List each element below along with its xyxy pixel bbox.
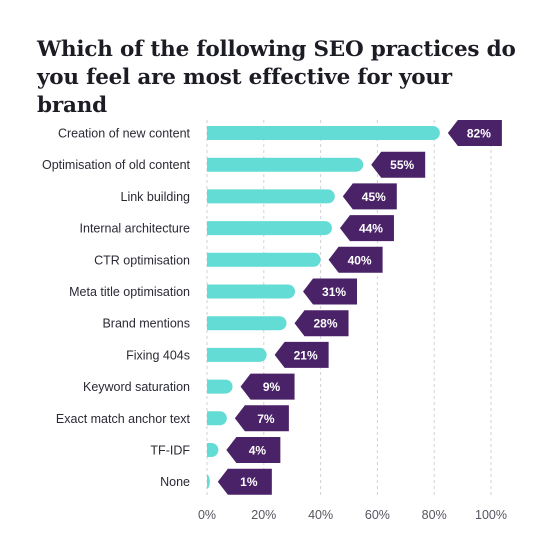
x-axis-ticks: 0% 20% 40% 60% 80% 100% bbox=[198, 508, 507, 522]
x-tick-label: 60% bbox=[365, 508, 390, 522]
bar bbox=[207, 379, 233, 394]
value-label: 40% bbox=[348, 253, 372, 267]
chart-title: Which of the following SEO practices do … bbox=[37, 37, 516, 118]
bar bbox=[207, 157, 364, 172]
value-label-tag bbox=[303, 278, 358, 305]
value-label-tag bbox=[447, 120, 502, 146]
category-label: TF-IDF bbox=[150, 444, 190, 458]
value-label: 31% bbox=[322, 285, 346, 299]
bar bbox=[207, 284, 296, 299]
value-label: 7% bbox=[257, 412, 275, 426]
x-tick-label: 40% bbox=[308, 508, 333, 522]
x-tick-label: 0% bbox=[198, 508, 216, 522]
bar bbox=[207, 347, 267, 362]
value-label: 28% bbox=[314, 317, 338, 331]
value-label-tag bbox=[240, 373, 295, 400]
bar bbox=[207, 126, 440, 140]
value-label-tag bbox=[234, 405, 289, 432]
category-label: Brand mentions bbox=[102, 317, 190, 331]
bar bbox=[207, 443, 219, 458]
value-label-tag bbox=[339, 215, 394, 242]
category-label: Meta title optimisation bbox=[69, 285, 190, 299]
value-label-tag bbox=[328, 246, 383, 273]
category-label: None bbox=[160, 475, 190, 489]
bar bbox=[207, 189, 335, 204]
value-label-tag bbox=[217, 468, 272, 495]
category-label: Link building bbox=[121, 190, 191, 204]
bar bbox=[207, 221, 332, 236]
category-label: Exact match anchor text bbox=[56, 412, 191, 426]
value-label: 45% bbox=[362, 190, 386, 204]
category-label: Creation of new content bbox=[58, 127, 191, 141]
bar bbox=[207, 474, 210, 489]
value-label: 55% bbox=[390, 158, 414, 172]
value-label: 9% bbox=[263, 380, 281, 394]
value-label-tag bbox=[342, 183, 397, 210]
category-labels: Creation of new content Optimisation of o… bbox=[42, 127, 191, 490]
value-label: 82% bbox=[467, 127, 491, 141]
value-label: 21% bbox=[294, 348, 318, 362]
bar bbox=[207, 252, 321, 267]
category-label: Internal architecture bbox=[80, 222, 191, 236]
x-tick-label: 20% bbox=[251, 508, 276, 522]
value-labels: 82% 55% 45% 44% 40% 31% 28% 21% 9% 7% 4% 1% bbox=[217, 120, 502, 495]
x-tick-label: 100% bbox=[475, 508, 507, 522]
category-label: Fixing 404s bbox=[126, 348, 190, 362]
value-label: 1% bbox=[240, 475, 258, 489]
value-label-tag bbox=[294, 310, 349, 337]
grid-lines bbox=[206, 120, 492, 496]
bar bbox=[207, 411, 227, 426]
category-label: CTR optimisation bbox=[94, 253, 190, 267]
category-label: Keyword saturation bbox=[83, 380, 190, 394]
value-label-tag bbox=[371, 151, 426, 178]
value-label-tag bbox=[226, 437, 281, 463]
value-label: 44% bbox=[359, 222, 383, 236]
value-label-tag bbox=[274, 341, 329, 368]
bars bbox=[207, 126, 440, 489]
category-label: Optimisation of old content bbox=[42, 158, 191, 172]
value-label: 4% bbox=[249, 444, 267, 458]
x-tick-label: 80% bbox=[422, 508, 447, 522]
bar bbox=[207, 316, 287, 331]
